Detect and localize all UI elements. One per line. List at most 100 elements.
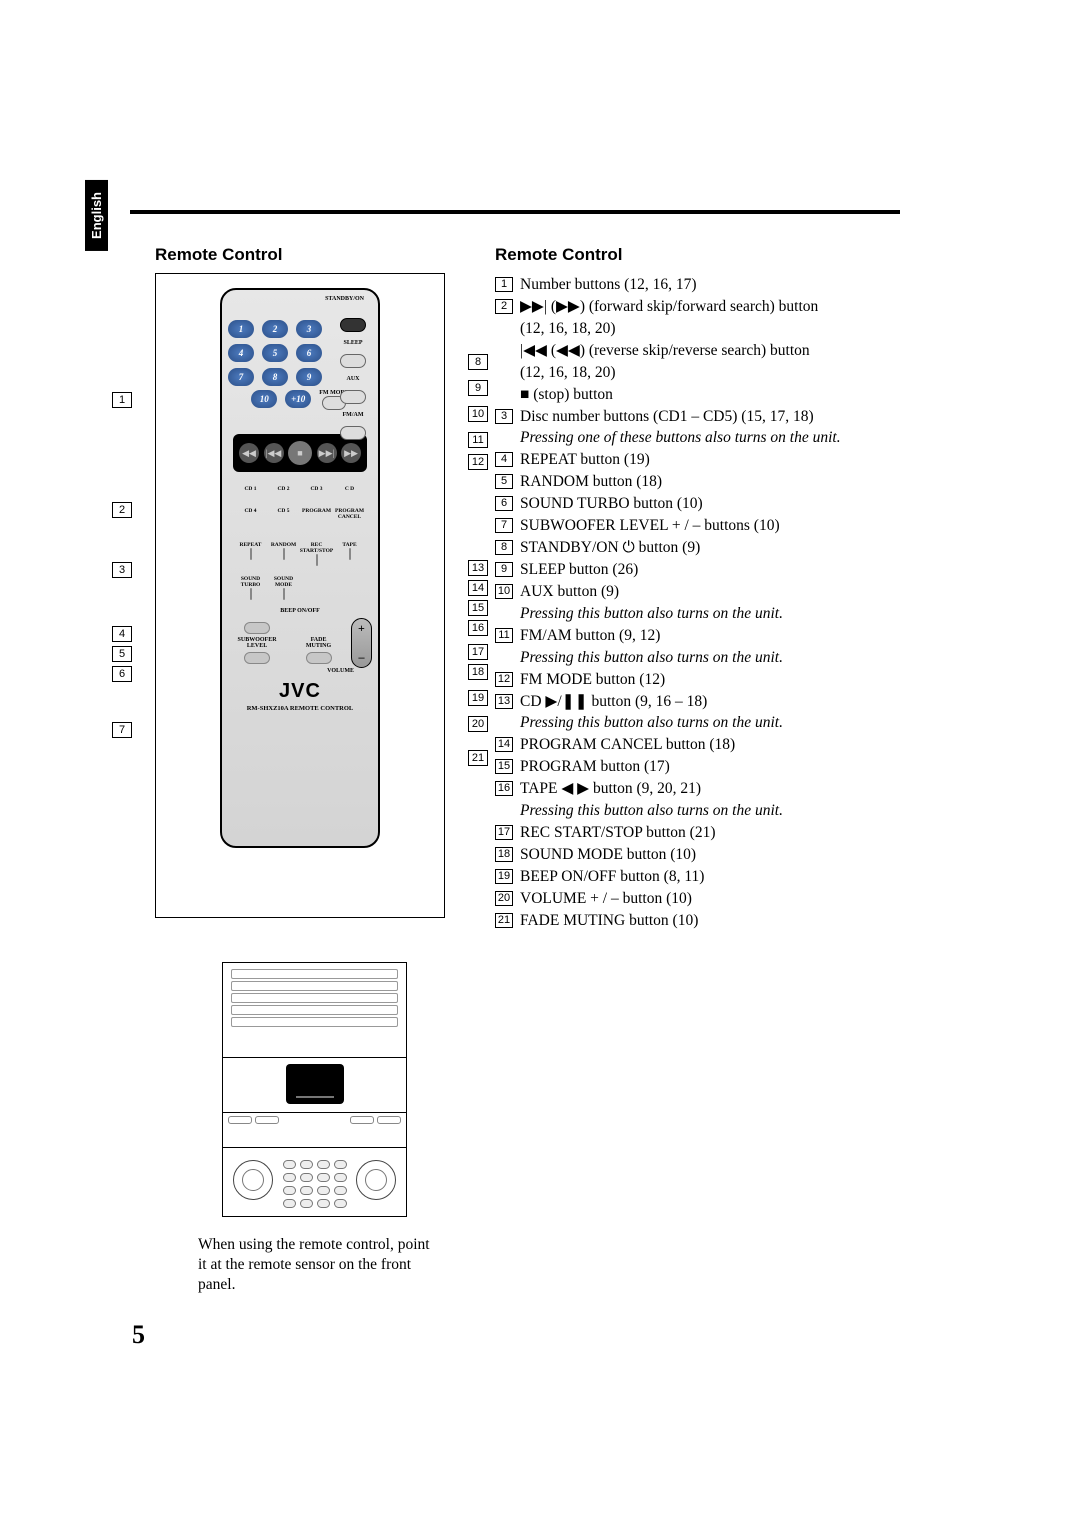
lower-button[interactable] [250, 548, 252, 560]
unit-top-section [223, 963, 406, 1058]
numpad: 123 456 789 [228, 320, 322, 386]
item-number-box: 6 [495, 496, 513, 511]
desc-row: 17REC START/STOP button (21) [495, 823, 905, 844]
prev-button[interactable]: |◀◀ [264, 443, 284, 463]
desc-row: 12FM MODE button (12) [495, 670, 905, 691]
callout-1: 1 [112, 392, 132, 408]
cd-label: C D [345, 486, 354, 492]
cd-label: CD 1 [244, 486, 256, 492]
standby-button[interactable] [340, 318, 366, 332]
desc-text: REPEAT button (19) [520, 450, 650, 471]
item-number-box: 12 [495, 672, 513, 687]
numkey-1[interactable]: 1 [228, 320, 254, 338]
aux-button[interactable] [340, 390, 366, 404]
jog-right [356, 1160, 396, 1200]
numkey-3[interactable]: 3 [296, 320, 322, 338]
desc-row: |◀◀ (◀◀) (reverse skip/reverse search) b… [495, 341, 905, 362]
fmam-label: FM/AM [343, 412, 364, 418]
item-number-box: 16 [495, 781, 513, 796]
callout-2: 2 [112, 502, 132, 518]
numkey-8[interactable]: 8 [262, 368, 288, 386]
figure-caption: When using the remote control, point it … [198, 1235, 438, 1295]
lower-button[interactable] [250, 588, 252, 600]
desc-row: 15 PROGRAM button (17) [495, 757, 905, 778]
lower-button[interactable] [283, 588, 285, 600]
item-number-box: 9 [495, 562, 513, 577]
desc-row: Pressing this button also turns on the u… [495, 648, 905, 669]
numkey-10[interactable]: 10 [251, 390, 277, 408]
desc-text: Number buttons (12, 16, 17) [520, 275, 697, 296]
desc-row: Pressing this button also turns on the u… [495, 713, 905, 734]
desc-row: Pressing one of these buttons also turns… [495, 428, 905, 449]
sleep-button[interactable] [340, 354, 366, 368]
desc-row: 18SOUND MODE button (10) [495, 845, 905, 866]
item-number-box: 7 [495, 518, 513, 533]
desc-text: Pressing this button also turns on the u… [520, 604, 783, 625]
stop-button[interactable]: ■ [288, 441, 312, 465]
cd-label: PROGRAM [302, 508, 331, 514]
lower-label: REC START/STOP [300, 542, 334, 554]
numkey-9[interactable]: 9 [296, 368, 322, 386]
lower-button[interactable] [283, 548, 285, 560]
item-number-box: 10 [495, 584, 513, 599]
numkey-plus10[interactable]: +10 [285, 390, 311, 408]
desc-row: 6 SOUND TURBO button (10) [495, 494, 905, 515]
numkey-2[interactable]: 2 [262, 320, 288, 338]
desc-row: 3Disc number buttons (CD1 – CD5) (15, 17… [495, 407, 905, 428]
callout-12: 12 [468, 454, 488, 470]
right-section-title: Remote Control [495, 245, 905, 265]
cd-label: CD 5 [277, 508, 289, 514]
desc-row: 8STANDBY/ON ⏻ button (9) [495, 538, 905, 559]
desc-text: FM/AM button (9, 12) [520, 626, 660, 647]
desc-text: PROGRAM CANCEL button (18) [520, 735, 735, 756]
callout-21: 21 [468, 750, 488, 766]
volume-rocker[interactable]: +– [351, 618, 372, 668]
callout-10: 10 [468, 406, 488, 422]
item-number-box: 15 [495, 759, 513, 774]
item-number-box: 20 [495, 891, 513, 906]
lower-label: SOUND TURBO [236, 576, 266, 588]
next-button[interactable]: ▶▶| [317, 443, 337, 463]
callout-4: 4 [112, 626, 132, 642]
ff-button[interactable]: ▶▶ [341, 443, 361, 463]
desc-row: 16TAPE ◀ ▶ button (9, 20, 21) [495, 779, 905, 800]
desc-text: SLEEP button (26) [520, 560, 638, 581]
cd-label: CD 4 [244, 508, 256, 514]
desc-text: SOUND TURBO button (10) [520, 494, 703, 515]
description-list: 1Number buttons (12, 16, 17)2▶▶| (▶▶) (f… [495, 275, 905, 932]
callout-19: 19 [468, 690, 488, 706]
beep-button[interactable] [244, 622, 270, 634]
desc-row: 1Number buttons (12, 16, 17) [495, 275, 905, 296]
cd-label: CD 3 [310, 486, 322, 492]
subwoofer-button[interactable] [244, 652, 270, 664]
desc-text: ■ (stop) button [520, 385, 613, 406]
callout-20: 20 [468, 716, 488, 732]
desc-text: Pressing this button also turns on the u… [520, 801, 783, 822]
callout-6: 6 [112, 666, 132, 682]
numkey-7[interactable]: 7 [228, 368, 254, 386]
item-number-box: 5 [495, 474, 513, 489]
cd-grid: CD 1CD 2CD 3C DCD 4CD 5PROGRAMPROGRAM CA… [236, 486, 365, 532]
callout-16: 16 [468, 620, 488, 636]
fade-label: FADE MUTING [298, 637, 339, 649]
fmam-button[interactable] [340, 426, 366, 440]
desc-row: 10AUX button (9) [495, 582, 905, 603]
rew-button[interactable]: ◀◀ [239, 443, 259, 463]
fade-button[interactable] [306, 652, 332, 664]
numkey-4[interactable]: 4 [228, 344, 254, 362]
item-number-box: 17 [495, 825, 513, 840]
callout-15: 15 [468, 600, 488, 616]
subwoofer-label: SUBWOOFER LEVEL [228, 637, 286, 649]
numkey-6[interactable]: 6 [296, 344, 322, 362]
lower-button[interactable] [316, 554, 318, 566]
sleep-label: SLEEP [343, 340, 362, 346]
desc-text: PROGRAM button (17) [520, 757, 670, 778]
numkey-5[interactable]: 5 [262, 344, 288, 362]
lower-button[interactable] [349, 548, 351, 560]
item-number-box: 13 [495, 694, 513, 709]
remote-diagram-box: 1 2 3 4 5 6 7 8 9 10 11 12 13 14 15 16 1… [155, 273, 445, 918]
desc-row: 20VOLUME + / – button (10) [495, 889, 905, 910]
desc-text: Pressing this button also turns on the u… [520, 713, 783, 734]
desc-row: 4REPEAT button (19) [495, 450, 905, 471]
item-number-box: 14 [495, 737, 513, 752]
